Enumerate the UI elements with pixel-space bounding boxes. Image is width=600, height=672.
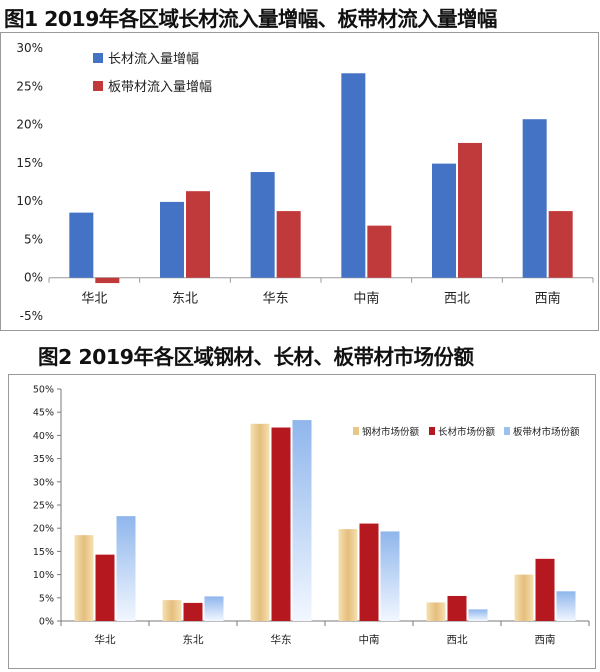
chart2-bar-steel-cat-5 bbox=[514, 574, 534, 621]
chart2-bar-steel-cat-3 bbox=[338, 529, 358, 621]
chart1-category-label: 华北 bbox=[81, 292, 107, 307]
chart1-ytick-label: 30% bbox=[16, 41, 43, 55]
chart1-ytick-label: 15% bbox=[16, 156, 43, 170]
chart1-bar-plate-cat-3 bbox=[367, 225, 392, 278]
chart2-category-label: 东北 bbox=[183, 633, 204, 646]
chart1-bar-long-cat-0 bbox=[69, 212, 94, 278]
chart1-ytick-label: 0% bbox=[24, 271, 43, 285]
chart1-bar-plate-cat-0 bbox=[95, 277, 120, 284]
chart2-ytick-label: 25% bbox=[33, 501, 54, 512]
chart1-panel: 30% 25% 20% 15% 10% 5% 0% -5% 华北 东北 华东 中南 西北 西南 长材流入量增… bbox=[0, 32, 599, 331]
chart1-ytick-label: 5% bbox=[24, 232, 43, 246]
chart2-legend-label: 板带材市场份额 bbox=[513, 426, 580, 438]
chart1-bar-plate-cat-1 bbox=[186, 191, 210, 278]
chart1-bar-plate-cat-5 bbox=[548, 211, 573, 278]
chart2-legend-label: 钢材市场份额 bbox=[362, 426, 420, 438]
chart2-bar-plate-cat-4 bbox=[468, 609, 488, 621]
chart1-category-label: 东北 bbox=[172, 292, 198, 307]
chart2-bar-steel-cat-2 bbox=[250, 423, 270, 621]
chart2-bar-plate-cat-5 bbox=[556, 591, 576, 621]
chart2-ytick-label: 40% bbox=[33, 431, 54, 442]
chart2-bar-long-cat-3 bbox=[359, 523, 379, 621]
chart2-bar-plate-cat-0 bbox=[116, 516, 136, 621]
chart1-ytick-label: -5% bbox=[20, 309, 43, 323]
chart2-ytick-label: 15% bbox=[33, 547, 54, 558]
chart1-category-label: 西北 bbox=[444, 292, 470, 307]
chart1-bar-long-cat-3 bbox=[341, 73, 366, 278]
chart2-bar-steel-cat-1 bbox=[162, 600, 182, 621]
chart2-category-label: 中南 bbox=[359, 633, 380, 646]
chart2-bar-long-cat-5 bbox=[535, 558, 555, 621]
chart2-ytick-label: 30% bbox=[33, 477, 54, 488]
chart2-ytick-label: 0% bbox=[39, 617, 54, 628]
chart2-bar-plate-cat-3 bbox=[380, 531, 400, 621]
chart2-bar-long-cat-1 bbox=[183, 602, 203, 621]
chart1-legend-swatch bbox=[93, 53, 103, 63]
chart1-legend-label: 板带材流入量增幅 bbox=[108, 80, 212, 95]
chart2-bar-plate-cat-2 bbox=[292, 420, 312, 621]
chart2-legend-swatch bbox=[504, 427, 510, 435]
chart2-bar-long-cat-0 bbox=[95, 554, 115, 621]
chart1-category-label: 西南 bbox=[535, 291, 561, 307]
chart1-category-label: 华东 bbox=[263, 292, 289, 307]
chart2-bar-steel-cat-0 bbox=[74, 535, 94, 621]
chart1-bar-plate-cat-2 bbox=[276, 211, 301, 278]
chart2-panel: 50% 45% 40% 35% 30% 25% 20% 15% 10% 5% 0% 华北 东北 华东 中南 西… bbox=[8, 374, 596, 669]
chart2-ytick-label: 10% bbox=[33, 570, 54, 581]
chart1-ytick-label: 10% bbox=[16, 194, 43, 208]
figure2-title: 图2 2019年各区域钢材、长材、板带材市场份额 bbox=[38, 345, 474, 369]
chart1-ytick-label: 25% bbox=[16, 79, 43, 93]
chart2-bar-plate-cat-1 bbox=[204, 596, 224, 621]
chart1-bar-long-cat-1 bbox=[160, 201, 184, 278]
chart2-category-label: 西南 bbox=[535, 633, 556, 646]
chart2-bar-long-cat-2 bbox=[271, 427, 291, 621]
chart2-bar-steel-cat-4 bbox=[426, 602, 446, 621]
chart1-bar-long-cat-4 bbox=[432, 163, 456, 278]
chart1-category-label: 中南 bbox=[353, 291, 379, 307]
chart1-bar-long-cat-5 bbox=[522, 119, 547, 278]
chart2-ytick-label: 35% bbox=[33, 454, 54, 465]
chart2-category-label: 西北 bbox=[447, 634, 468, 646]
chart2-bar-long-cat-4 bbox=[447, 595, 467, 621]
chart1-bar-long-cat-2 bbox=[250, 172, 275, 278]
chart2-ytick-label: 20% bbox=[33, 524, 54, 535]
chart2-ytick-label: 45% bbox=[33, 408, 54, 419]
chart2-category-label: 华东 bbox=[271, 633, 292, 646]
chart2-legend-label: 长材市场份额 bbox=[438, 426, 496, 438]
chart2-legend-swatch bbox=[353, 427, 359, 435]
chart2-ytick-label: 50% bbox=[33, 385, 54, 396]
chart1-legend-label: 长材流入量增幅 bbox=[108, 52, 199, 67]
chart1-svg: 30% 25% 20% 15% 10% 5% 0% -5% 华北 东北 华东 中南 西北 西南 长材流入量增… bbox=[16, 41, 594, 323]
chart1-legend-swatch bbox=[93, 81, 103, 91]
chart2-category-label: 华北 bbox=[95, 633, 116, 646]
figure1-title: 图1 2019年各区域长材流入量增幅、板带材流入量增幅 bbox=[4, 7, 497, 31]
chart2-ytick-label: 5% bbox=[39, 593, 54, 604]
chart1-ytick-label: 20% bbox=[16, 118, 43, 132]
chart1-bar-plate-cat-4 bbox=[458, 142, 482, 278]
chart2-legend-swatch bbox=[429, 427, 435, 435]
chart2-svg: 50% 45% 40% 35% 30% 25% 20% 15% 10% 5% 0% 华北 东北 华东 中南 西… bbox=[33, 385, 590, 646]
